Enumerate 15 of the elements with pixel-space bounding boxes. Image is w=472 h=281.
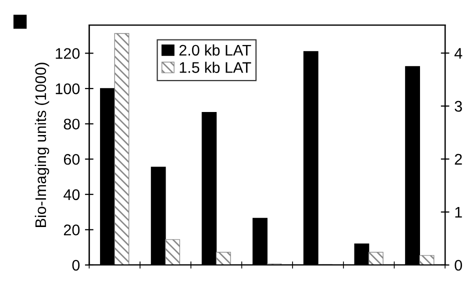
y2-tick-label: 1 [455,207,462,218]
y-tick-label: 40 [64,189,80,200]
y-tick-label: 20 [64,224,80,236]
y-tick-label: 0 [72,260,80,271]
y-tick-label: 60 [64,154,80,165]
y2-tick-label: 2 [454,154,462,165]
legend-label: 2.0 kb LAT [179,44,252,56]
y2-tick-label: 3 [454,100,462,112]
y-tick-label: 120 [56,48,80,59]
y2-tick-label: 4 [454,48,462,59]
y-axis-title: Bio-Imaging units (1000) [34,62,50,227]
y-tick-label: 100 [56,83,80,94]
legend-label: 1.5 kb LAT [180,62,252,73]
y2-tick-label: 0 [454,260,462,271]
y-tick-label: 80 [64,118,80,130]
